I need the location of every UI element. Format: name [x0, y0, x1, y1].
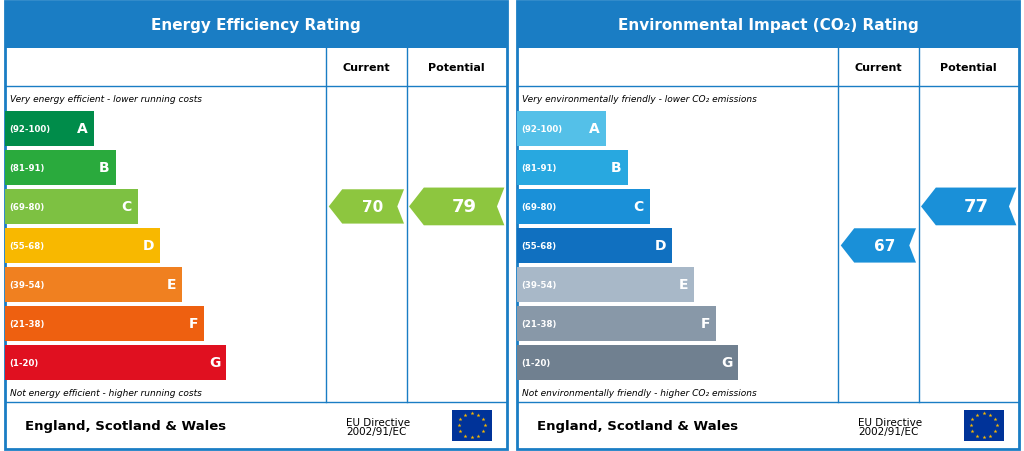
- Text: Not environmentally friendly - higher CO₂ emissions: Not environmentally friendly - higher CO…: [522, 388, 757, 397]
- Text: Potential: Potential: [428, 63, 485, 73]
- Bar: [5, 267, 182, 302]
- Text: (1-20): (1-20): [9, 358, 38, 367]
- Text: D: D: [142, 239, 154, 253]
- Text: (39-54): (39-54): [521, 281, 556, 289]
- Text: (1-20): (1-20): [521, 358, 550, 367]
- Text: A: A: [77, 122, 88, 136]
- Text: Current: Current: [343, 63, 390, 73]
- Text: 67: 67: [874, 239, 896, 253]
- Bar: [5, 112, 93, 147]
- Text: 77: 77: [964, 198, 988, 216]
- Text: G: G: [721, 356, 732, 369]
- Bar: [5, 151, 116, 185]
- Text: E: E: [167, 278, 176, 292]
- Text: C: C: [634, 200, 644, 214]
- Text: F: F: [700, 317, 711, 331]
- Bar: [5, 189, 138, 225]
- Text: EU Directive: EU Directive: [858, 417, 923, 427]
- Text: Very environmentally friendly - lower CO₂ emissions: Very environmentally friendly - lower CO…: [522, 95, 757, 104]
- Polygon shape: [921, 188, 1017, 226]
- Polygon shape: [841, 229, 916, 263]
- Polygon shape: [409, 188, 505, 226]
- Bar: [5, 306, 204, 341]
- Text: (69-80): (69-80): [9, 202, 44, 212]
- Text: (81-91): (81-91): [9, 164, 44, 173]
- Text: (21-38): (21-38): [521, 319, 556, 328]
- Bar: [5, 228, 160, 263]
- Text: (55-68): (55-68): [521, 241, 556, 250]
- Bar: [964, 410, 1004, 441]
- Bar: [5, 2, 507, 49]
- Text: 79: 79: [452, 198, 476, 216]
- Bar: [517, 345, 738, 380]
- Text: Energy Efficiency Rating: Energy Efficiency Rating: [152, 18, 360, 33]
- Text: F: F: [188, 317, 199, 331]
- Text: B: B: [99, 161, 110, 175]
- Bar: [5, 345, 226, 380]
- Text: G: G: [209, 356, 220, 369]
- Bar: [517, 112, 605, 147]
- Text: Environmental Impact (CO₂) Rating: Environmental Impact (CO₂) Rating: [617, 18, 919, 33]
- Text: C: C: [122, 200, 132, 214]
- Text: (39-54): (39-54): [9, 281, 44, 289]
- Text: D: D: [654, 239, 666, 253]
- Text: (55-68): (55-68): [9, 241, 44, 250]
- Text: A: A: [589, 122, 600, 136]
- Text: 2002/91/EC: 2002/91/EC: [346, 426, 407, 436]
- Text: (69-80): (69-80): [521, 202, 556, 212]
- Text: (21-38): (21-38): [9, 319, 44, 328]
- Text: E: E: [679, 278, 688, 292]
- Text: England, Scotland & Wales: England, Scotland & Wales: [538, 419, 738, 432]
- Bar: [517, 267, 694, 302]
- Bar: [517, 151, 628, 185]
- Text: EU Directive: EU Directive: [346, 417, 411, 427]
- Text: B: B: [611, 161, 622, 175]
- Bar: [452, 410, 492, 441]
- Polygon shape: [329, 190, 404, 224]
- Text: 70: 70: [362, 199, 384, 215]
- Text: Not energy efficient - higher running costs: Not energy efficient - higher running co…: [10, 388, 202, 397]
- Bar: [517, 228, 672, 263]
- Text: Very energy efficient - lower running costs: Very energy efficient - lower running co…: [10, 95, 202, 104]
- Text: England, Scotland & Wales: England, Scotland & Wales: [26, 419, 226, 432]
- Text: Current: Current: [855, 63, 902, 73]
- Text: (92-100): (92-100): [9, 124, 50, 133]
- Text: 2002/91/EC: 2002/91/EC: [858, 426, 919, 436]
- Bar: [517, 189, 650, 225]
- Text: Potential: Potential: [940, 63, 997, 73]
- Bar: [517, 306, 716, 341]
- Bar: [517, 2, 1019, 49]
- Text: (81-91): (81-91): [521, 164, 556, 173]
- Text: (92-100): (92-100): [521, 124, 562, 133]
